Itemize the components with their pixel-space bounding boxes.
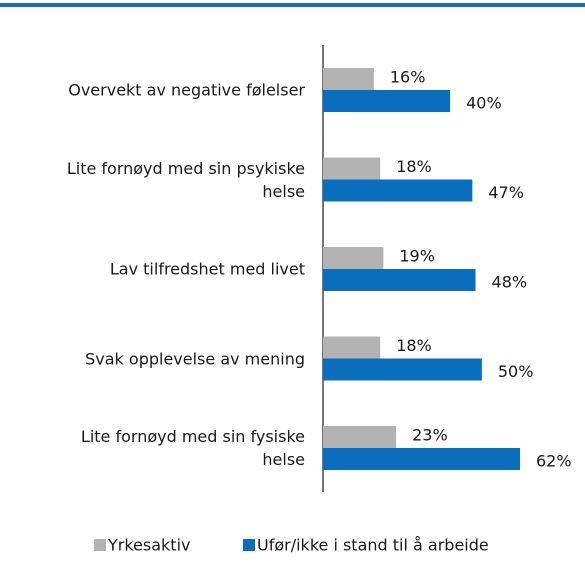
category-label: Overvekt av negative følelser [68, 80, 305, 100]
value-label: 62% [536, 452, 572, 471]
category-label: Svak opplevelse av mening [85, 349, 305, 368]
value-label: 19% [399, 247, 435, 266]
value-label: 18% [396, 336, 432, 355]
legend-label: Ufør/ikke i stand til å arbeide [257, 536, 489, 555]
category-label: Lite fornøyd med sin psykiske helse [66, 158, 305, 201]
bar [323, 448, 520, 470]
bar [323, 426, 397, 448]
bar [323, 90, 451, 112]
value-label: 16% [390, 68, 426, 87]
top-rule [0, 3, 585, 7]
bar [323, 269, 476, 291]
value-label: 23% [412, 426, 448, 445]
value-label: 47% [488, 183, 524, 202]
bar [323, 179, 473, 202]
bar [323, 157, 381, 180]
bar [323, 247, 384, 269]
value-label: 18% [396, 157, 432, 176]
bar [323, 336, 381, 359]
value-label: 50% [498, 362, 534, 381]
category-label: Lite fornøyd med sin fysiske helse [80, 427, 305, 469]
legend-swatch [243, 539, 255, 551]
legend-swatch [94, 539, 106, 551]
value-label: 48% [492, 273, 528, 292]
category-label: Lav tilfredshet med livet [109, 259, 305, 279]
bar [323, 68, 374, 90]
legend-label: Yrkesaktiv [107, 536, 190, 555]
bar [323, 358, 482, 381]
value-label: 40% [466, 94, 502, 113]
